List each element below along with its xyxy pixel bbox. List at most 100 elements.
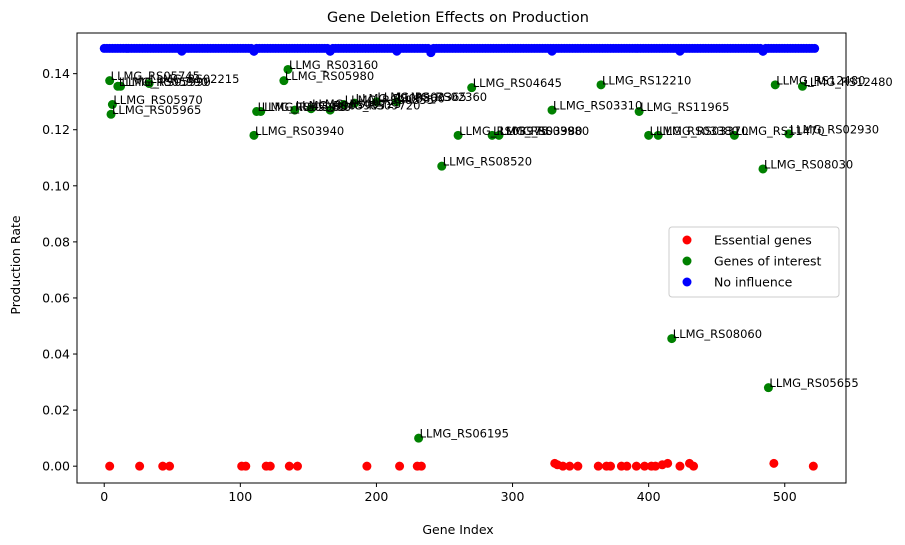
essential-gene-point [284, 461, 294, 471]
gene-of-interest-point [283, 64, 293, 74]
essential-gene-point [565, 461, 575, 471]
y-tick-label: 0.02 [42, 403, 70, 418]
gene-of-interest-point [414, 433, 424, 443]
gene-of-interest-point [306, 104, 316, 114]
gene-of-interest-point [494, 130, 504, 140]
legend-box [668, 226, 840, 298]
essential-gene-point [622, 461, 632, 471]
gene-label: LLMG_RS02215 [150, 72, 239, 86]
essential-gene-point [395, 461, 405, 471]
no-influence-point [177, 46, 187, 56]
y-axis: 0.00 0.02 0.04 0.06 0.08 0.10 0.12 0.14 [42, 66, 77, 474]
essential-gene-point [769, 458, 779, 468]
gene-label: LLMG_RS03370 [659, 124, 748, 138]
gene-of-interest-point [107, 99, 117, 109]
gene-of-interest-point [325, 105, 335, 115]
x-tick-label: 300 [501, 489, 525, 504]
gene-of-interest-point [653, 130, 663, 140]
gene-of-interest-point [339, 99, 349, 109]
essential-gene-point [606, 461, 616, 471]
gene-label: LLMG_RS05980 [262, 100, 351, 114]
gene-label: LLMG_RS05990 [119, 75, 208, 89]
gene-of-interest-point [290, 105, 300, 115]
essential-gene-point [265, 461, 275, 471]
gene-of-interest-point [634, 107, 644, 117]
gene-of-interest-point [487, 130, 497, 140]
chart-title: Gene Deletion Effects on Production [327, 10, 589, 26]
x-tick-label: 200 [365, 489, 389, 504]
no-influence-point [325, 46, 335, 56]
y-tick-label: 0.00 [42, 459, 70, 474]
legend: Essential genes Genes of interest No influ… [668, 226, 840, 298]
no-influence-point [426, 48, 436, 58]
gene-of-interest-point [256, 107, 266, 117]
gene-label: LLMG_RS05990 [122, 75, 211, 89]
essential-gene-point [558, 461, 568, 471]
gene-of-interest-point [392, 97, 402, 107]
gene-of-interest-point [437, 161, 447, 171]
essential-gene-point [362, 461, 372, 471]
gene-label: LLMG_RS12210 [602, 73, 691, 87]
gene-of-interest-point [596, 80, 606, 90]
gene-of-interest-point [105, 76, 115, 86]
gene-of-interest-point [797, 81, 807, 91]
legend-marker [682, 235, 692, 245]
no-influence-point [810, 43, 820, 53]
gene-label: LLMG_RS02365 [377, 90, 466, 104]
gene-label: LLMG_RS00855 [345, 93, 434, 107]
gene-of-interest-point [144, 78, 154, 88]
essential-gene-point [105, 461, 115, 471]
gene-label: LLMG_RS08060 [673, 327, 762, 341]
essential-gene-point [573, 461, 583, 471]
no-influence-point [547, 46, 557, 56]
gene-of-interest-point [729, 130, 739, 140]
legend-entry: Essential genes [714, 233, 812, 248]
gene-of-interest-point [784, 129, 794, 139]
essential-gene-point [165, 461, 175, 471]
y-tick-label: 0.12 [42, 122, 70, 137]
gene-label: LLMG_RS08520 [443, 155, 532, 169]
essential-gene-point [593, 461, 603, 471]
x-tick-label: 500 [773, 489, 797, 504]
gene-of-interest-point [467, 83, 477, 93]
gene-label: LLMG_RS02360 [398, 90, 487, 104]
gene-of-interest-point [453, 130, 463, 140]
essential-gene-point [631, 461, 641, 471]
gene-label: LLMG_RS03975 [459, 124, 548, 138]
gene-label: LLMG_RS00860 [356, 92, 445, 106]
gene-of-interest-point [547, 105, 557, 115]
no-influence-point [249, 46, 259, 56]
essential-gene-point [241, 461, 251, 471]
gene-of-interest-point [763, 383, 773, 393]
no-influence-point [392, 46, 402, 56]
gene-label: LLMG_RS03380 [650, 124, 739, 138]
gene-label: LLMG_RS06195 [420, 427, 509, 441]
gene-label: LLMG_RS05655 [769, 376, 858, 390]
gene-label: LLMG_RS05745 [111, 69, 200, 83]
legend-marker [682, 277, 692, 287]
essential-gene-point [158, 461, 168, 471]
gene-of-interest-point [106, 109, 116, 119]
y-tick-label: 0.08 [42, 234, 70, 249]
plot-frame [76, 32, 847, 484]
y-tick-label: 0.10 [42, 178, 70, 193]
y-tick-label: 0.06 [42, 290, 70, 305]
gene-label: LLMG_RS12480 [803, 75, 892, 89]
gene-label: LLMG_RS11965 [640, 100, 729, 114]
x-tick-label: 0 [100, 489, 108, 504]
gene-label: LLMG_RS12480 [776, 73, 865, 87]
x-axis: 0 100 200 300 400 500 [100, 483, 797, 504]
gene-of-interest-point [770, 80, 780, 90]
x-tick-label: 100 [228, 489, 252, 504]
gene-label: LLMG_RS03980 [493, 124, 582, 138]
gene-of-interest-point [371, 97, 381, 107]
gene-of-interest-point [758, 164, 768, 174]
legend-marker [682, 256, 692, 266]
gene-label: LLMG_RS03160 [289, 58, 378, 72]
gene-of-interest-point [644, 130, 654, 140]
gene-label: LLMG_RS09720 [331, 99, 420, 113]
y-tick-label: 0.04 [42, 347, 70, 362]
no-influence-point [675, 46, 685, 56]
